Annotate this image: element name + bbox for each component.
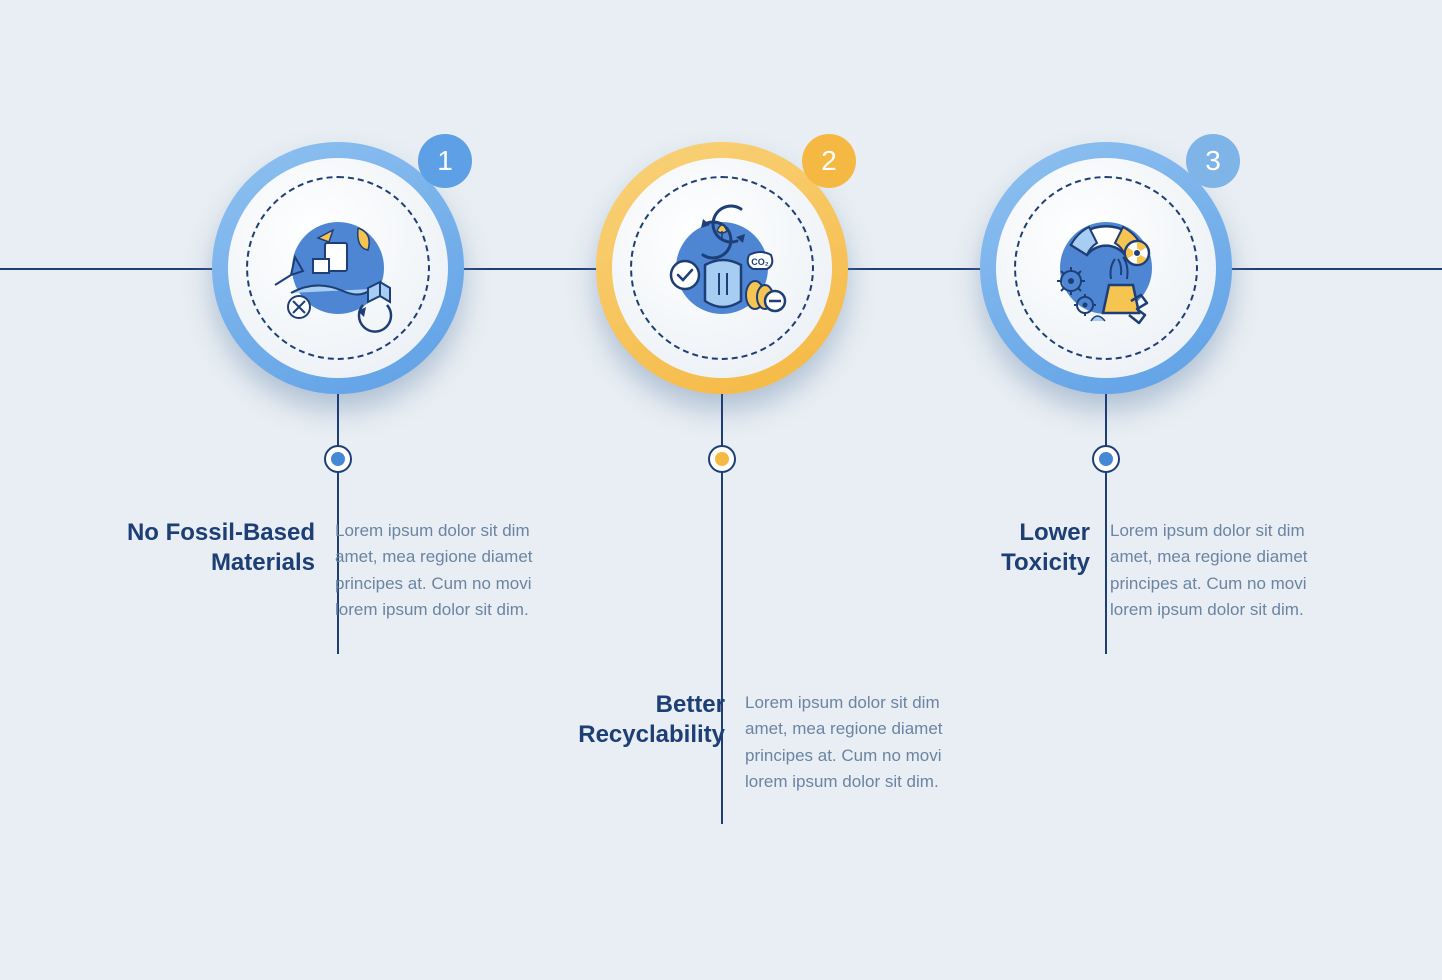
step-circle-3: 3 (980, 142, 1232, 394)
step-title-1: No Fossil-Based Materials (115, 518, 315, 623)
step-text-1: No Fossil-Based Materials Lorem ipsum do… (115, 518, 575, 623)
connector-dot-1 (324, 445, 352, 473)
step-title-2: Better Recyclability (525, 690, 725, 795)
step-description-2: Lorem ipsum dolor sit dim amet, mea regi… (745, 690, 985, 795)
infographic-canvas: 1 No Fossil-Based Materials Lorem ipsum … (0, 0, 1442, 980)
step-circle-2: CO₂ 2 (596, 142, 848, 394)
connector-dot-3 (1092, 445, 1120, 473)
connector-dot-2 (708, 445, 736, 473)
step-badge-1: 1 (418, 134, 472, 188)
step-badge-2: 2 (802, 134, 856, 188)
step-text-2: Better Recyclability Lorem ipsum dolor s… (525, 690, 985, 795)
step-badge-3: 3 (1186, 134, 1240, 188)
step-description-1: Lorem ipsum dolor sit dim amet, mea regi… (335, 518, 575, 623)
step-title-3: Lower Toxicity (890, 518, 1090, 623)
step-text-3: Lower Toxicity Lorem ipsum dolor sit dim… (890, 518, 1350, 623)
step-circle-1: 1 (212, 142, 464, 394)
step-description-3: Lorem ipsum dolor sit dim amet, mea regi… (1110, 518, 1350, 623)
